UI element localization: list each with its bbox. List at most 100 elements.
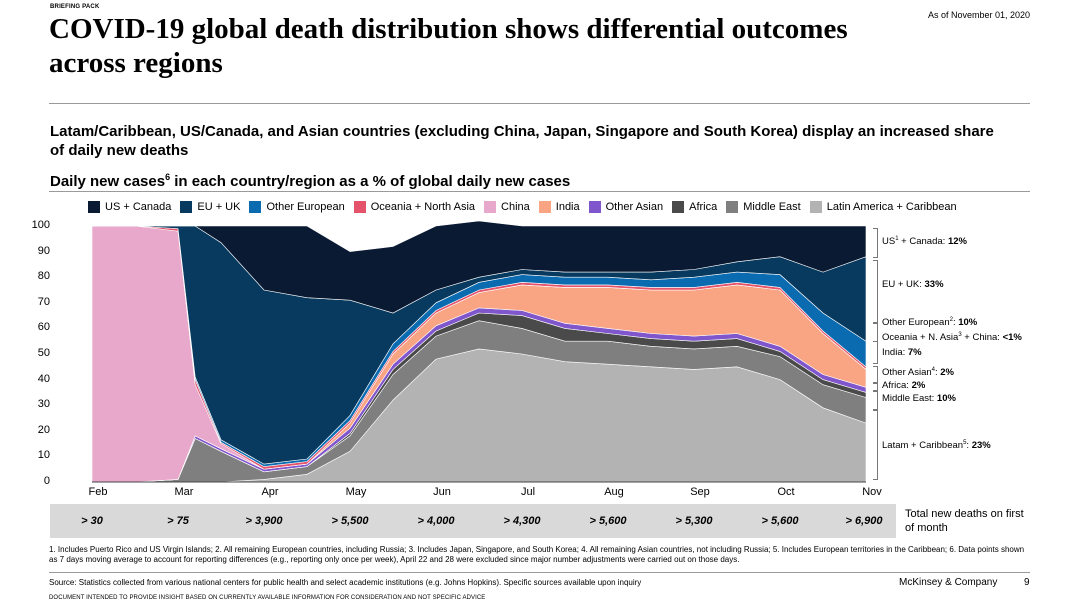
- footnotes: 1. Includes Puerto Rico and US Virgin Is…: [49, 545, 1025, 564]
- legend-label: Latin America + Caribbean: [826, 201, 957, 213]
- area-us-canada: [92, 220, 867, 314]
- annotation-value: 2%: [911, 380, 926, 391]
- y-tick-label: 50: [37, 347, 50, 359]
- y-tick-label: 90: [37, 244, 50, 257]
- legend-label: Africa: [689, 201, 718, 213]
- legend-item: Middle East: [726, 201, 801, 213]
- series-annotation: Latam + Caribbean5: 23%: [882, 440, 991, 451]
- annotation-bracket: [873, 410, 878, 480]
- annotation-label: Oceania + N. Asia: [882, 332, 959, 344]
- legend-swatch: [538, 201, 551, 213]
- y-tick-label: 60: [37, 321, 50, 334]
- annotation-bracket: [873, 382, 878, 392]
- chart-heading-divider: [49, 191, 1030, 192]
- page-number: 9: [1024, 577, 1030, 588]
- legend-swatch: [180, 201, 193, 213]
- annotation-label: Africa:: [882, 380, 912, 391]
- legend-label: EU + UK: [197, 201, 241, 213]
- series-annotation: US1 + Canada: 12%: [882, 236, 967, 247]
- x-tick-label: Jul: [520, 486, 536, 498]
- deaths-value: > 6,900: [845, 515, 883, 527]
- legend-label: Other European: [266, 201, 345, 213]
- chart-heading-sup: 6: [165, 172, 171, 182]
- subtitle: Latam/Caribbean, US/Canada, and Asian co…: [50, 123, 994, 159]
- annotation-label: Other Asian: [882, 367, 932, 379]
- legend-item: Africa: [672, 201, 717, 213]
- annotation-value: 10%: [958, 317, 978, 329]
- annotation-value: 23%: [971, 440, 991, 452]
- series-annotation: EU + UK: 33%: [882, 279, 944, 290]
- title-divider: [49, 103, 1030, 104]
- x-tick-label: Aug: [604, 486, 624, 498]
- legend-swatch: [672, 201, 685, 213]
- annotation-label-rest: + China:: [961, 332, 1003, 344]
- series-annotation: Other Asian4: 2%: [882, 367, 954, 378]
- annotation-label: Latam + Caribbean: [882, 440, 964, 452]
- chart-heading-rest: in each country/region as a % of global …: [170, 173, 571, 190]
- annotation-value: 10%: [936, 393, 956, 404]
- annotation-bracket: [873, 260, 878, 324]
- annotation-label: India:: [882, 347, 908, 358]
- deaths-value: > 5,600: [589, 515, 627, 527]
- annotation-label: Middle East:: [882, 393, 937, 404]
- legend-swatch: [353, 201, 366, 213]
- annotation-value: 2%: [940, 367, 954, 379]
- chart-heading-text: Daily new cases: [50, 173, 166, 190]
- annotation-label: US: [882, 236, 896, 248]
- deaths-value: > 5,300: [675, 515, 713, 527]
- x-tick-label: Sep: [690, 486, 710, 498]
- legend-item: Oceania + North Asia: [353, 201, 476, 213]
- legend-swatch: [809, 201, 822, 213]
- deaths-value: > 4,000: [417, 515, 455, 527]
- deaths-value: > 75: [167, 515, 189, 527]
- x-tick-label: Mar: [174, 486, 194, 498]
- y-tick-label: 30: [37, 398, 50, 411]
- annotation-bracket: [873, 322, 878, 342]
- legend-label: Middle East: [743, 201, 801, 213]
- as-of-date: As of November 01, 2020: [927, 10, 1030, 20]
- brand-name: McKinsey & Company: [899, 577, 998, 588]
- series-annotation: Oceania + N. Asia3 + China: <1%: [882, 332, 1022, 343]
- annotation-footnote-ref: 5: [963, 440, 967, 446]
- legend-label: Other Asian: [605, 201, 664, 213]
- x-tick-label: May: [345, 486, 367, 498]
- deaths-value: > 5,600: [761, 515, 799, 527]
- annotation-label-rest: :: [934, 367, 941, 379]
- annotation-footnote-ref: 2: [949, 317, 953, 323]
- y-tick-label: 20: [37, 423, 50, 436]
- legend-item: Other Asian: [588, 201, 664, 213]
- deaths-value: > 5,500: [331, 515, 369, 527]
- annotation-value: 12%: [947, 236, 967, 248]
- annotation-bracket: [873, 228, 878, 258]
- annotation-label-rest: :: [966, 440, 972, 452]
- page-title: COVID-19 global death distribution shows…: [49, 13, 848, 79]
- legend-item: India: [538, 201, 580, 213]
- annotation-label: EU + UK:: [882, 279, 925, 290]
- source-note: Source: Statistics collected from variou…: [49, 578, 642, 587]
- y-tick-label: 100: [31, 219, 50, 231]
- series-annotation: India: 7%: [882, 347, 922, 358]
- deaths-band-label: Total new deaths on first of month: [905, 508, 1024, 534]
- annotation-bracket: [873, 366, 878, 384]
- annotation-value: 7%: [907, 347, 922, 358]
- annotation-label-rest: + Canada:: [898, 236, 948, 248]
- annotation-bracket: [873, 390, 878, 410]
- x-tick-label: Feb: [88, 486, 108, 498]
- x-tick-label: Apr: [261, 486, 279, 498]
- legend-label: Oceania + North Asia: [370, 201, 476, 213]
- legend-swatch: [726, 201, 739, 213]
- legend-item: EU + UK: [180, 201, 240, 213]
- legend-swatch: [588, 201, 601, 213]
- footer-divider: [49, 572, 1030, 573]
- deaths-value: > 3,900: [245, 515, 283, 527]
- series-annotation: Middle East: 10%: [882, 393, 956, 404]
- chart-legend: US + Canada EU + UK Other European Oceania …: [88, 200, 966, 214]
- series-annotation: Other European2: 10%: [882, 317, 977, 328]
- legend-item: US + Canada: [88, 201, 171, 213]
- legend-swatch: [249, 201, 262, 213]
- y-tick-label: 10: [37, 449, 50, 462]
- annotation-label: Other European: [882, 317, 950, 329]
- legend-item: Latin America + Caribbean: [809, 201, 957, 213]
- chart-heading: Daily new cases6 in each country/region …: [50, 172, 570, 190]
